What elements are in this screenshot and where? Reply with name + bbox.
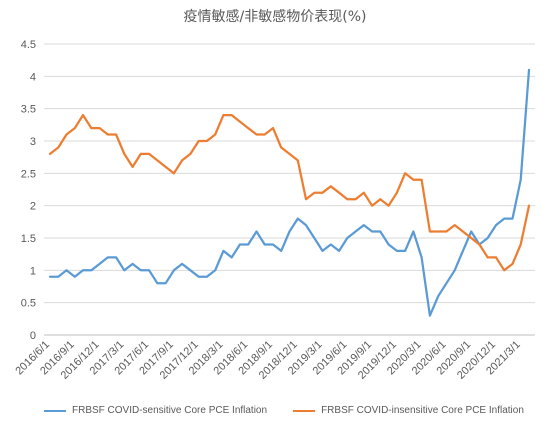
legend-swatch-sensitive xyxy=(44,409,66,412)
y-tick-label: 4.5 xyxy=(21,39,36,51)
y-tick-label: 4 xyxy=(30,71,36,83)
y-tick-label: 0 xyxy=(30,330,36,342)
y-tick-label: 2.5 xyxy=(21,168,36,180)
legend-label-sensitive: FRBSF COVID-sensitive Core PCE Inflation xyxy=(72,405,268,416)
legend-swatch-insensitive xyxy=(293,409,316,412)
y-tick-label: 0.5 xyxy=(21,298,36,310)
grid-lines xyxy=(44,43,535,336)
legend-item-sensitive: FRBSF COVID-sensitive Core PCE Inflation xyxy=(44,405,267,416)
series-lines xyxy=(48,68,531,317)
y-tick-label: 1.5 xyxy=(21,233,36,245)
legend-item-insensitive: FRBSF COVID-insensitive Core PCE Inflati… xyxy=(293,405,524,416)
series-line-insensitive xyxy=(48,113,531,272)
y-tick-label: 1 xyxy=(30,265,36,277)
x-axis-ticks: 2016/6/12016/9/12016/12/12017/3/12017/6/… xyxy=(13,339,523,382)
legend: FRBSF COVID-sensitive Core PCE Inflation… xyxy=(44,405,524,416)
y-tick-label: 3.5 xyxy=(21,104,36,116)
series-line-sensitive xyxy=(48,68,531,317)
legend-label-insensitive: FRBSF COVID-insensitive Core PCE Inflati… xyxy=(321,405,524,416)
y-axis-ticks: 0 0.5 1 1.5 2 2.5 3 3.5 4 4.5 xyxy=(21,39,36,342)
chart-title: 疫情敏感/非敏感物价表现(%) xyxy=(183,9,367,25)
y-tick-label: 3 xyxy=(30,136,36,148)
y-tick-label: 2 xyxy=(30,201,36,213)
